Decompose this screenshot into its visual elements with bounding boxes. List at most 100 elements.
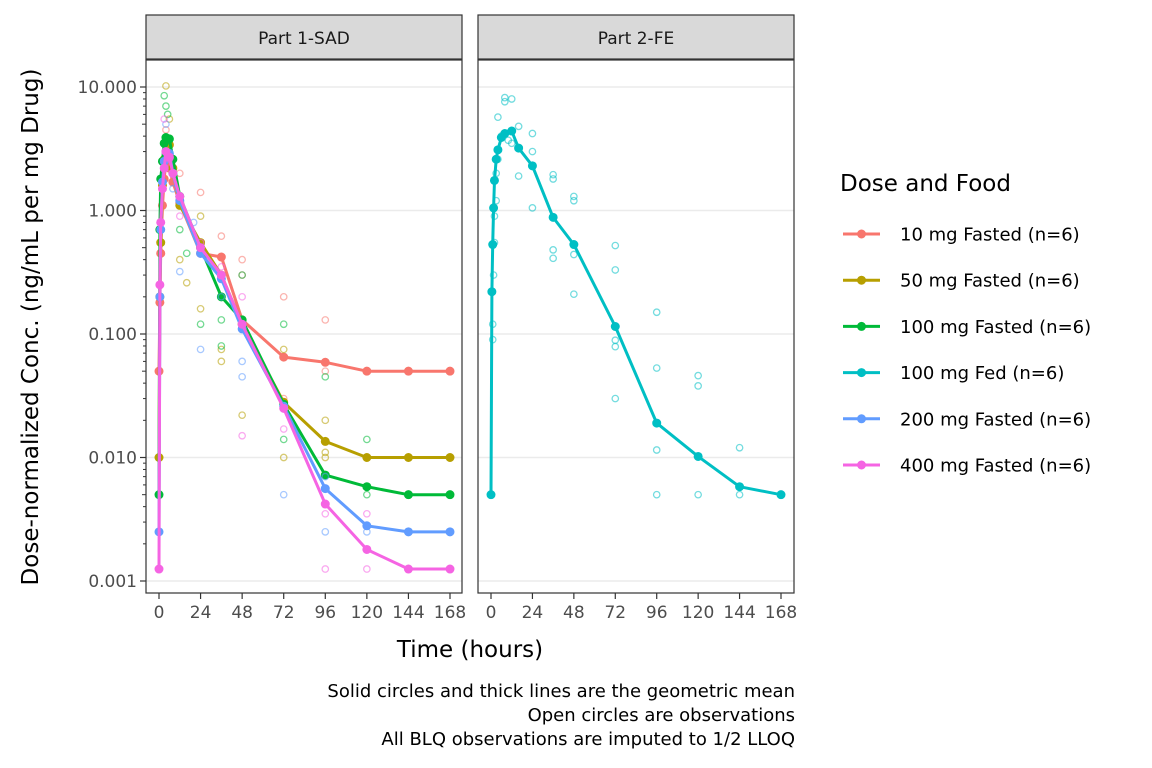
observation-point [196, 304, 205, 313]
observation-point [494, 113, 502, 121]
observation-point [217, 342, 226, 350]
mean-point [403, 490, 413, 500]
caption-line-3: All BLQ observations are imputed to 1/2 … [381, 729, 795, 750]
observation-point [549, 246, 557, 254]
mean-point [362, 482, 372, 492]
y-tick-label: 10.000 [78, 78, 137, 98]
observation-point [162, 82, 170, 90]
x-tick-label: 120 [351, 603, 383, 623]
observation-point [165, 115, 174, 123]
observation-point [238, 255, 246, 264]
mean-point [488, 240, 498, 250]
y-tick-label: 0.001 [88, 572, 137, 592]
observation-point [652, 490, 661, 499]
mean-point [164, 152, 174, 162]
observation-point [694, 490, 702, 499]
observation-point [321, 528, 330, 536]
mean-point [362, 521, 372, 531]
mean-point [693, 451, 703, 461]
mean-point [489, 175, 499, 185]
series-400-mg-fasted-n-6 [154, 115, 455, 574]
observation-point [182, 278, 191, 287]
mean-point [493, 145, 503, 155]
observation-point [500, 97, 509, 106]
x-tick-label: 168 [765, 603, 797, 623]
panel-border [145, 59, 463, 594]
x-axis-part2: 0 24 48 72 96 120 144 168 [486, 593, 797, 623]
legend-point-swatch [857, 275, 866, 285]
observation-point [279, 435, 288, 444]
mean-point [155, 280, 165, 290]
mean-point [320, 357, 330, 367]
mean-point [403, 453, 413, 462]
observation-point [162, 120, 170, 129]
observation-point [570, 196, 578, 205]
y-tick-label: 0.100 [88, 325, 137, 345]
observation-point [321, 565, 330, 573]
observation-point [196, 345, 205, 354]
legend-entry: 50 mg Fasted (n=6) [843, 271, 1080, 292]
observation-point [238, 372, 246, 381]
mean-point [487, 287, 497, 297]
x-tick-label: 72 [604, 603, 626, 623]
observation-point [652, 446, 661, 454]
mean-point [157, 184, 167, 194]
observation-point [162, 102, 170, 110]
x-tick-label: 96 [646, 603, 668, 623]
mean-point [279, 403, 289, 413]
observation-point [160, 91, 169, 100]
observation-point [321, 472, 330, 481]
observation-point [321, 448, 330, 457]
observation-point [279, 320, 288, 329]
observation-point [182, 249, 191, 258]
observation-point [363, 565, 371, 573]
observation-point [735, 443, 744, 452]
mean-point [320, 484, 330, 494]
x-tick-label: 48 [231, 603, 253, 623]
mean-point [445, 453, 455, 462]
series-100-mg-fed-n-6 [486, 93, 786, 500]
observation-point [363, 435, 371, 444]
observation-point [321, 367, 330, 376]
observation-point [363, 490, 371, 499]
mean-point [362, 544, 372, 554]
mean-point [403, 564, 413, 574]
observation-point [514, 122, 523, 131]
observation-point [217, 345, 226, 354]
observation-point [175, 212, 184, 221]
mean-point [527, 161, 537, 171]
legend-point-swatch [857, 368, 866, 378]
legend-point-swatch [857, 414, 866, 424]
x-tick-label: 48 [563, 603, 585, 623]
mean-point [279, 352, 289, 362]
mean-point [320, 499, 330, 509]
series-group [154, 82, 455, 574]
caption: Solid circles and thick lines are the ge… [327, 681, 795, 750]
mean-point [652, 418, 662, 428]
observation-point [160, 115, 169, 123]
observation-point [238, 292, 246, 301]
x-tick-label: 168 [434, 603, 466, 623]
observation-point [279, 453, 288, 462]
mean-point [445, 366, 455, 376]
legend-label: 100 mg Fed (n=6) [900, 363, 1064, 384]
facet-strip-1: Part 1-SAD [145, 14, 463, 60]
legend-entry: 100 mg Fasted (n=6) [843, 317, 1091, 338]
mean-point [159, 163, 169, 173]
mean-point [445, 564, 455, 574]
observation-point [217, 292, 226, 301]
observation-point [175, 267, 184, 276]
observation-point [321, 453, 330, 462]
x-tick-label: 144 [723, 603, 755, 623]
legend-point-swatch [857, 229, 866, 239]
observation-point [217, 357, 226, 366]
facet-strip-2: Part 2-FE [477, 14, 795, 60]
legend-entry: 200 mg Fasted (n=6) [843, 409, 1091, 430]
legend-entry: 10 mg Fasted (n=6) [843, 225, 1080, 246]
mean-point [164, 134, 174, 144]
observation-point [321, 509, 330, 518]
x-tick-label: 96 [314, 603, 336, 623]
observation-point [694, 371, 702, 380]
observation-point [175, 225, 184, 234]
legend-entry: 400 mg Fasted (n=6) [843, 456, 1091, 477]
